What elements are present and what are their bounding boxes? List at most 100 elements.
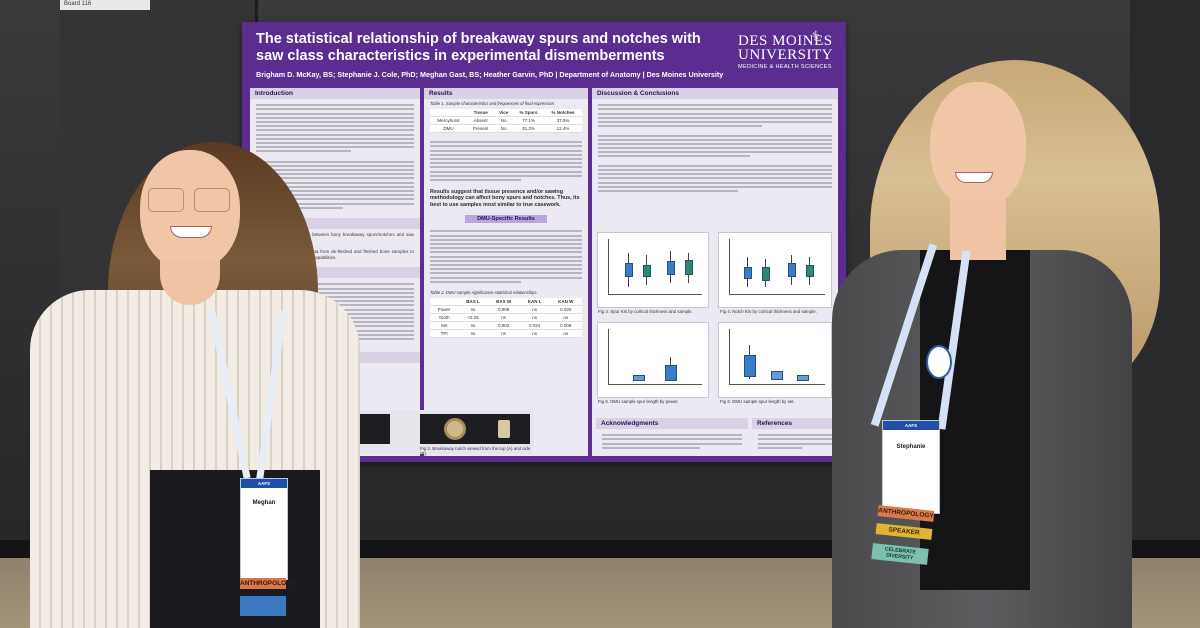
box-plot <box>667 261 675 275</box>
table-cell: 12.4% <box>543 124 582 133</box>
figure-4-chart <box>718 232 832 308</box>
table-cell: 0.024 <box>519 321 550 330</box>
table-cell: ns <box>487 329 520 338</box>
caduceus-icon: ⚕ <box>812 28 820 44</box>
name-badge-right: AAFS Stephanie <box>882 420 940 514</box>
figure-4-caption: Fig 4. Notch KIs by cortical thickness a… <box>720 309 817 314</box>
box-plot <box>771 371 783 380</box>
box-plot <box>744 267 752 279</box>
table-cell: Absent <box>466 116 495 125</box>
results-body <box>424 136 588 186</box>
table-cell: 37.5% <box>543 116 582 125</box>
table-cell: ns <box>519 305 550 314</box>
references-body <box>752 429 838 454</box>
name-badge-left: AAFS Meghan <box>240 478 288 580</box>
glasses-lens-left <box>148 188 184 212</box>
box-plot <box>744 355 756 377</box>
glasses-lens-right <box>194 188 230 212</box>
table1-header: Vice <box>494 109 513 117</box>
chart-axes <box>608 239 702 295</box>
table-cell: ns <box>458 321 488 330</box>
table-row: TPI ns ns ns ns <box>430 329 582 338</box>
table-cell: DMU <box>430 124 467 133</box>
table-cell: 77.1% <box>512 116 544 125</box>
box-plot <box>797 375 809 381</box>
section-heading-references: References <box>752 418 838 429</box>
section-heading-dmu-results: DMU-Specific Results <box>465 215 547 224</box>
university-logo: ⚕ DES MOINES UNIVERSITY MEDICINE & HEALT… <box>738 28 838 70</box>
table2-header: BAS L <box>458 297 488 306</box>
table-row: Power ns 0.008 ns 0.020 <box>430 305 582 314</box>
table-cell: Tooth <box>430 313 459 322</box>
box-plot <box>685 260 693 275</box>
table2-header <box>430 297 459 306</box>
acknowledgments-body <box>596 429 748 454</box>
table-cell: No <box>494 116 513 125</box>
section-heading-results: Results <box>424 88 588 99</box>
table2-header: KAN W <box>549 297 582 306</box>
table-cell: 0.002 <box>487 321 520 330</box>
box-plot <box>633 375 645 381</box>
box-plot <box>625 263 633 277</box>
table-cell: Mercyhurst <box>430 116 467 125</box>
table1-caption: Table 1. Sample characteristics and freq… <box>430 101 554 106</box>
figure-6-chart <box>718 322 832 398</box>
chart-axes <box>729 329 825 385</box>
table-row: Tooth <0.25 ns ns ns <box>430 313 582 322</box>
table-cell: No <box>494 124 513 133</box>
table-cell: 0.008 <box>487 305 520 314</box>
table-cell: ns <box>487 313 520 322</box>
figure-5-caption: Fig 5. DMU sample spur length by power. <box>598 399 679 404</box>
badge-name: Meghan <box>252 500 276 506</box>
chart-axes <box>608 329 702 385</box>
box-plot <box>762 267 770 281</box>
table-row: DMU Present No 31.2% 12.4% <box>430 124 582 133</box>
poster-authors: Brigham D. McKay, BS; Stephanie J. Cole,… <box>256 70 724 79</box>
box-plot <box>643 265 651 277</box>
badge-header: AAFS <box>241 479 287 488</box>
table2-header: BAS W <box>487 297 520 306</box>
table1: Tissue Vice % Spurs % Notches Mercyhurst… <box>430 109 582 133</box>
table-cell: 31.2% <box>512 124 544 133</box>
figure-5-chart <box>597 322 709 398</box>
acknowledgments-box: Acknowledgments <box>596 418 748 454</box>
table-row: Set ns 0.002 0.024 0.008 <box>430 321 582 330</box>
poster-column-middle: Results Table 1. Sample characteristics … <box>424 88 588 456</box>
box-plot <box>806 265 814 277</box>
figure-3-chart <box>597 232 709 308</box>
table-cell: Power <box>430 305 459 314</box>
dmu-results-body <box>424 225 588 288</box>
table1-header: % Spurs <box>512 109 544 117</box>
ribbon-diversity <box>240 596 286 616</box>
introduction-body <box>250 99 420 214</box>
board-number-tag: Board 116 <box>60 0 150 10</box>
box-plot <box>788 263 796 277</box>
poster-title: The statistical relationship of breakawa… <box>256 31 701 64</box>
section-heading-introduction: Introduction <box>250 88 420 99</box>
black-skirt <box>150 470 320 628</box>
table-cell: 0.008 <box>549 321 582 330</box>
table-cell: <0.25 <box>458 313 488 322</box>
ribbon-anthropology: ANTHROPOLOGY <box>240 578 296 589</box>
references-box: References <box>752 418 838 454</box>
figure-3-caption: Fig 3. Spur KIs by cortical thickness an… <box>598 309 693 314</box>
table-cell: ns <box>519 329 550 338</box>
logo-main-text: DES MOINES UNIVERSITY <box>738 33 833 63</box>
table-row: Mercyhurst Absent No 77.1% 37.5% <box>430 116 582 125</box>
discussion-body <box>592 99 838 197</box>
table1-header: Tissue <box>466 109 495 117</box>
table-cell: ns <box>519 313 550 322</box>
table-cell: ns <box>549 329 582 338</box>
section-heading-acknowledgments: Acknowledgments <box>596 418 748 429</box>
table-cell: ns <box>458 329 488 338</box>
badge-header: AAFS <box>883 421 939 430</box>
table-cell: Set <box>430 321 459 330</box>
spur-photo-caption: Fig 2. Breakaway notch viewed from the t… <box>420 446 531 456</box>
table2: BAS L BAS W KAN L KAN W Power ns 0.008 n… <box>430 297 582 338</box>
bone-photo-b <box>420 414 530 444</box>
face-left <box>140 150 240 270</box>
table-cell: ns <box>549 313 582 322</box>
neck-right <box>950 200 1006 260</box>
badge-name: Stephanie <box>896 444 926 450</box>
